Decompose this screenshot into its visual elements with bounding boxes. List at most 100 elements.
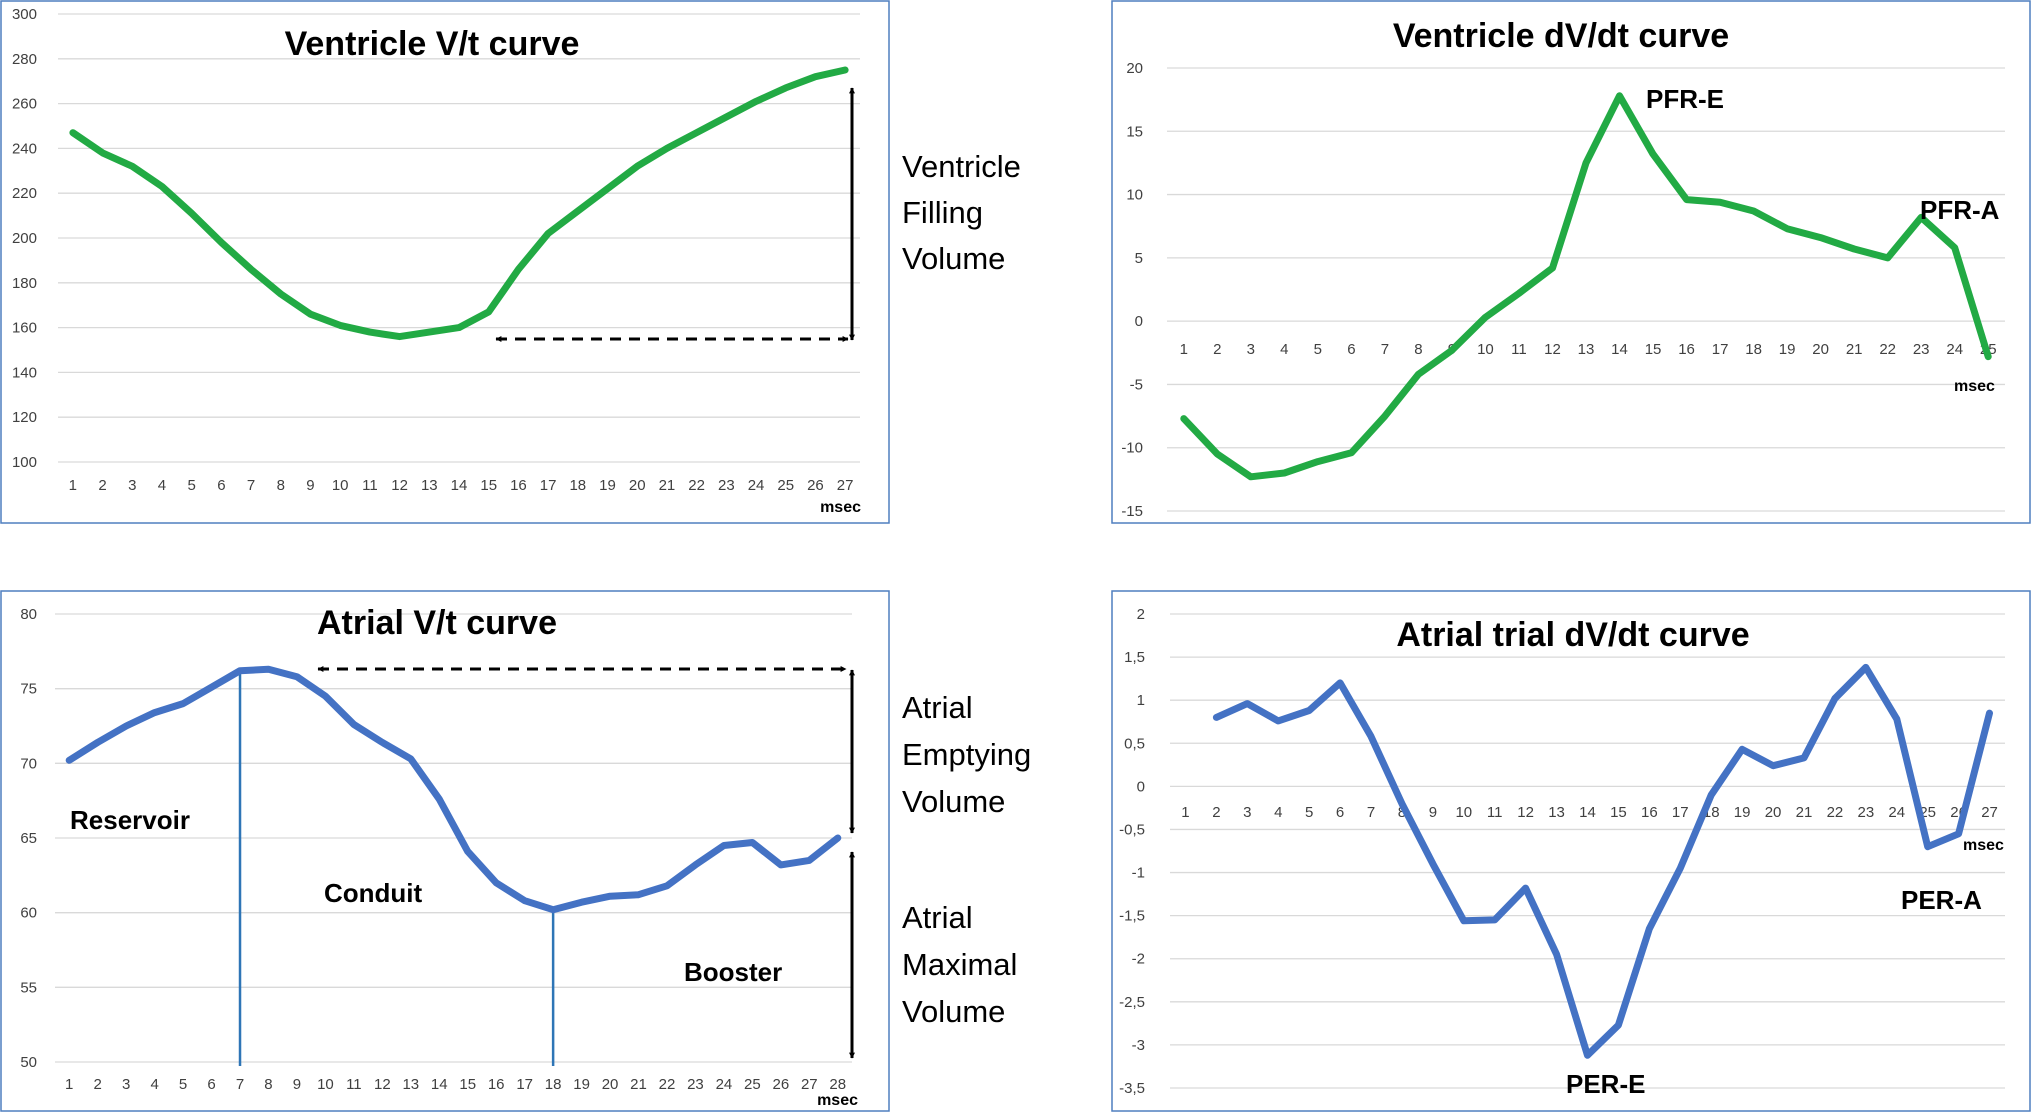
x-tick-label: 6 <box>1347 341 1355 358</box>
x-tick-label: 5 <box>179 1076 187 1093</box>
conduit-label: Conduit <box>324 878 423 908</box>
x-tick-label: 22 <box>1827 804 1844 821</box>
y-tick-label: -10 <box>1121 440 1143 457</box>
x-tick-label: 3 <box>1243 804 1251 821</box>
atrial-emptying-label-line1: Atrial <box>902 690 973 725</box>
x-tick-label: 24 <box>748 477 765 494</box>
x-tick-label: 20 <box>602 1076 619 1093</box>
x-tick-label: 14 <box>451 477 468 494</box>
y-tick-label: 60 <box>20 905 37 922</box>
ventricle-dvdt-title: Ventricle dV/dt curve <box>1393 17 1729 55</box>
x-tick-label: 22 <box>1879 341 1896 358</box>
x-tick-label: 18 <box>545 1076 562 1093</box>
ventricle-filling-label-line1: Ventricle <box>902 149 1021 184</box>
y-tick-label: 80 <box>20 606 37 623</box>
atrial-emptying-label-line2: Emptying <box>902 737 1031 772</box>
x-tick-label: 23 <box>1913 341 1930 358</box>
y-tick-label: 50 <box>20 1054 37 1071</box>
x-tick-label: 24 <box>1888 804 1905 821</box>
x-tick-label: 11 <box>346 1076 362 1093</box>
x-tick-label: 2 <box>98 477 106 494</box>
x-tick-label: 9 <box>1429 804 1437 821</box>
y-tick-label: 10 <box>1126 187 1143 204</box>
x-tick-label: 7 <box>247 477 255 494</box>
y-tick-label: 65 <box>20 830 37 847</box>
x-tick-label: 1 <box>1180 341 1188 358</box>
x-tick-label: 17 <box>540 477 557 494</box>
x-tick-label: 7 <box>1367 804 1375 821</box>
y-tick-label: -1,5 <box>1119 908 1145 925</box>
x-tick-label: 10 <box>317 1076 334 1093</box>
y-tick-label: -3,5 <box>1119 1080 1145 1097</box>
booster-label: Booster <box>684 957 782 987</box>
x-tick-label: 24 <box>1946 341 1963 358</box>
x-tick-label: 2 <box>1212 804 1220 821</box>
y-tick-label: 75 <box>20 681 37 698</box>
x-tick-label: 13 <box>1578 341 1595 358</box>
x-tick-label: 10 <box>332 477 349 494</box>
y-tick-label: 280 <box>12 51 37 68</box>
x-tick-label: 20 <box>1765 804 1782 821</box>
y-tick-label: 0,5 <box>1124 735 1145 752</box>
y-tick-label: 55 <box>20 979 37 996</box>
x-tick-label: 4 <box>1274 804 1282 821</box>
y-tick-label: 240 <box>12 140 37 157</box>
x-tick-label: 1 <box>69 477 77 494</box>
x-tick-label: 27 <box>837 477 854 494</box>
y-tick-label: 260 <box>12 96 37 113</box>
x-tick-label: 5 <box>187 477 195 494</box>
x-tick-label: 19 <box>1779 341 1796 358</box>
y-tick-label: 220 <box>12 185 37 202</box>
x-tick-label: 23 <box>1857 804 1874 821</box>
x-tick-label: 17 <box>1672 804 1689 821</box>
atrial-vt-title: Atrial V/t curve <box>317 604 557 642</box>
y-tick-label: -2 <box>1132 951 1145 968</box>
x-tick-label: 5 <box>1305 804 1313 821</box>
x-tick-label: 16 <box>1678 341 1695 358</box>
x-tick-label: 15 <box>1645 341 1662 358</box>
y-tick-label: 100 <box>12 454 37 471</box>
x-tick-label: 14 <box>431 1076 448 1093</box>
y-tick-label: 0 <box>1135 313 1143 330</box>
x-tick-label: 6 <box>217 477 225 494</box>
pfr-a-label: PFR-A <box>1920 195 2000 225</box>
y-tick-label: 180 <box>12 275 37 292</box>
x-tick-label: 19 <box>1734 804 1751 821</box>
atrial-dvdt-series-line <box>1212 663 1993 1059</box>
x-tick-label: 17 <box>1712 341 1729 358</box>
x-tick-label: 15 <box>459 1076 476 1093</box>
x-tick-label: 5 <box>1314 341 1322 358</box>
x-tick-label: 19 <box>599 477 616 494</box>
x-tick-label: 20 <box>629 477 646 494</box>
per-a-label: PER-A <box>1901 885 1982 915</box>
x-tick-label: 20 <box>1812 341 1829 358</box>
y-tick-label: 1,5 <box>1124 649 1145 666</box>
x-tick-label: 28 <box>829 1076 846 1093</box>
atrial-dvdt-frame <box>1111 590 2031 1112</box>
pfr-e-label: PFR-E <box>1646 84 1724 114</box>
x-tick-label: 16 <box>510 477 527 494</box>
x-tick-label: 14 <box>1611 341 1628 358</box>
x-tick-label: 15 <box>480 477 497 494</box>
x-tick-label: 2 <box>1213 341 1221 358</box>
x-tick-label: 7 <box>1381 341 1389 358</box>
y-tick-label: -0,5 <box>1119 821 1145 838</box>
x-tick-label: 14 <box>1579 804 1596 821</box>
atrial-maximal-label-line3: Volume <box>902 994 1005 1029</box>
x-tick-label: 26 <box>772 1076 789 1093</box>
x-tick-label: 26 <box>807 477 824 494</box>
x-tick-label: 4 <box>1280 341 1288 358</box>
x-tick-label: 3 <box>122 1076 130 1093</box>
x-tick-label: 8 <box>1414 341 1422 358</box>
x-tick-label: 11 <box>1511 341 1527 358</box>
y-tick-label: 300 <box>12 6 37 23</box>
y-tick-label: 140 <box>12 364 37 381</box>
y-tick-label: -5 <box>1130 376 1143 393</box>
y-tick-label: 70 <box>20 755 37 772</box>
ventricle-vt-x-unit: msec <box>820 499 861 516</box>
ventricle-dvdt-frame <box>1111 0 2031 524</box>
x-tick-label: 15 <box>1610 804 1627 821</box>
x-tick-label: 17 <box>516 1076 533 1093</box>
